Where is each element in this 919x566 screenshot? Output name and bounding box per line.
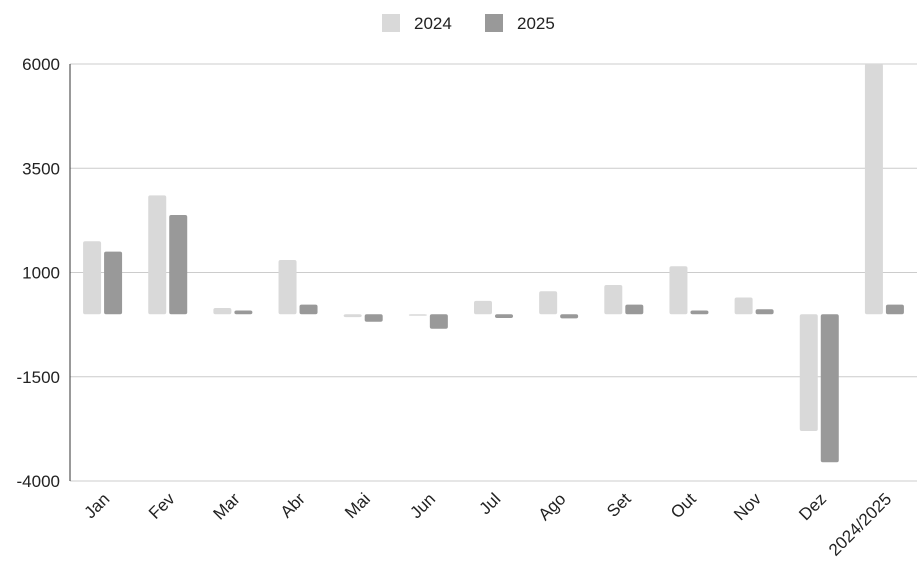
bar-2025-2024-2025 — [885, 304, 904, 315]
x-tick-label: Fev — [145, 489, 179, 523]
x-tick-label: Nov — [730, 489, 765, 524]
x-tick-label: Jan — [81, 489, 114, 522]
bar-2025-Abr — [299, 304, 318, 315]
bars — [83, 64, 904, 463]
x-tick-label: Abr — [277, 489, 309, 521]
bar-2025-Dez — [820, 314, 839, 463]
x-axis: Jan Fev Mar Abr Mai Jun Jul Ago Set Out Nov Dez2024… — [81, 489, 896, 560]
legend-swatch-2024 — [382, 14, 400, 32]
bar-2024-Jul — [474, 300, 492, 315]
bar-2025-Jun — [429, 314, 448, 329]
y-tick-label: -1500 — [17, 368, 60, 387]
bar-2025-Out — [690, 310, 709, 315]
x-tick-label: Set — [603, 489, 635, 521]
legend-swatch-2025 — [485, 14, 503, 32]
bar-2024-Set — [604, 285, 623, 315]
bar-2024-Ago — [539, 291, 558, 315]
bar-2025-Fev — [169, 214, 188, 315]
bar-2025-Mar — [234, 310, 253, 315]
legend-label-2024: 2024 — [414, 14, 452, 33]
bar-2024-Jun — [408, 314, 427, 316]
bar-2024-Mar — [213, 307, 232, 315]
gridlines — [70, 63, 917, 482]
x-tick-label: Ago — [535, 489, 570, 524]
y-tick-label: 1000 — [22, 264, 60, 283]
legend-label-2025: 2025 — [517, 14, 555, 33]
bar-2025-Set — [625, 304, 644, 315]
y-tick-label: -4000 — [17, 472, 60, 491]
bar-2024-Jan — [83, 241, 102, 315]
x-tick-label: Dez — [795, 489, 830, 524]
x-tick-label: Mar — [210, 489, 244, 523]
bar-2025-Ago — [560, 314, 579, 319]
bar-2024-Out — [669, 266, 688, 315]
bar-2024-2024-2025 — [864, 64, 883, 315]
bar-2025-Nov — [755, 309, 774, 315]
bar-2024-Mai — [343, 314, 362, 318]
y-axis: 6000 3500 1000 -1500 -4000 — [17, 55, 71, 491]
bar-2024-Abr — [278, 259, 297, 315]
y-tick-label: 3500 — [22, 159, 60, 178]
bar-2025-Jul — [495, 314, 513, 318]
x-tick-label: Mai — [341, 489, 374, 522]
bar-2025-Jan — [104, 251, 123, 315]
bar-2024-Nov — [734, 297, 753, 315]
x-tick-label: Jul — [476, 489, 505, 518]
bar-2025-Mai — [364, 314, 383, 322]
bar-2024-Dez — [799, 314, 818, 431]
x-tick-label: 2024/2025 — [825, 489, 895, 559]
y-tick-label: 6000 — [22, 55, 60, 74]
legend: 2024 2025 — [382, 14, 555, 33]
x-tick-label: Out — [667, 489, 700, 522]
x-tick-label: Jun — [406, 489, 439, 522]
bar-2024-Fev — [148, 195, 167, 315]
